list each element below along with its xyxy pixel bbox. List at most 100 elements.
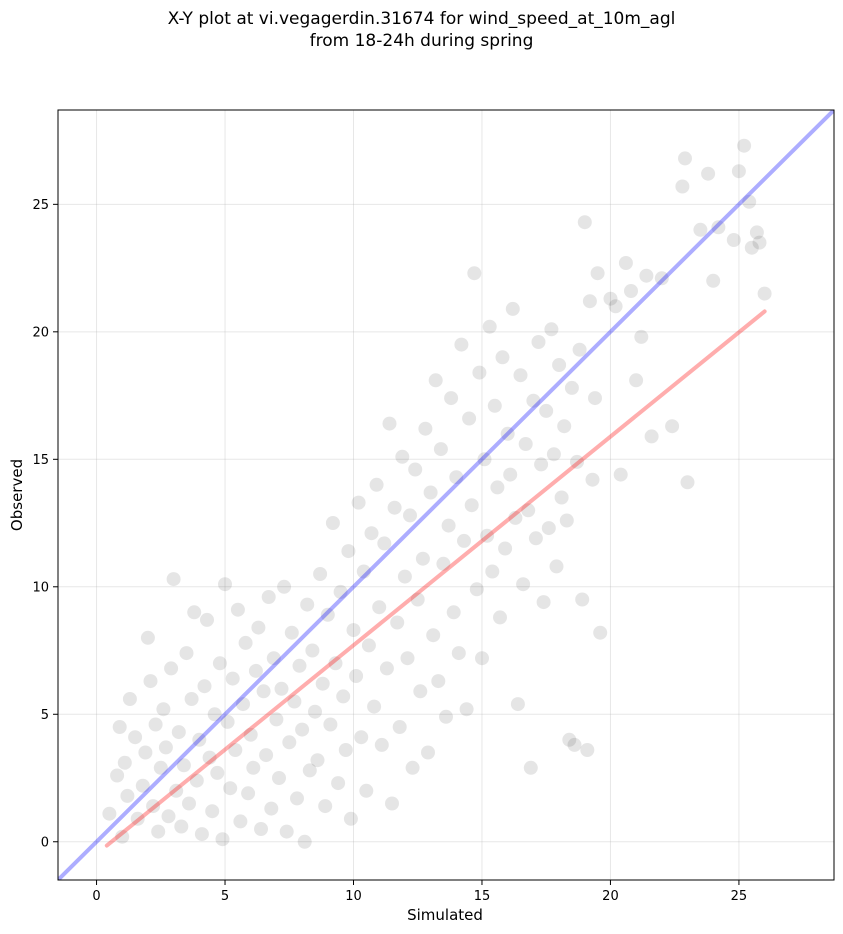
data-point bbox=[467, 266, 482, 281]
data-point bbox=[403, 508, 417, 523]
data-point bbox=[469, 582, 484, 597]
reference-lines bbox=[58, 110, 834, 880]
data-point bbox=[328, 656, 343, 671]
data-point bbox=[444, 391, 459, 406]
data-point bbox=[308, 704, 322, 719]
data-point bbox=[557, 419, 572, 434]
data-point bbox=[726, 233, 741, 247]
data-point bbox=[546, 447, 561, 462]
data-point bbox=[395, 449, 410, 464]
data-point bbox=[503, 467, 518, 482]
data-point bbox=[446, 605, 461, 620]
data-point bbox=[323, 717, 338, 732]
data-point bbox=[562, 732, 577, 747]
data-point bbox=[498, 541, 513, 556]
data-point bbox=[554, 490, 569, 505]
data-point bbox=[164, 661, 179, 676]
identity-line bbox=[58, 110, 834, 880]
data-point bbox=[431, 674, 446, 689]
data-point bbox=[220, 714, 235, 729]
data-point bbox=[256, 684, 271, 699]
data-point bbox=[153, 760, 168, 775]
data-point bbox=[254, 822, 268, 836]
data-point bbox=[359, 783, 374, 798]
y-tick-label: 10 bbox=[32, 580, 49, 595]
data-point bbox=[112, 720, 127, 734]
data-point bbox=[693, 222, 708, 237]
data-point bbox=[287, 694, 302, 709]
data-point bbox=[223, 781, 238, 796]
data-point bbox=[274, 681, 289, 696]
data-point bbox=[225, 671, 240, 686]
data-point bbox=[305, 643, 320, 658]
data-point bbox=[310, 753, 325, 768]
data-point bbox=[451, 646, 466, 661]
data-point bbox=[426, 628, 441, 643]
data-point bbox=[158, 740, 173, 755]
data-point bbox=[701, 166, 716, 181]
data-point bbox=[544, 322, 559, 337]
data-point bbox=[752, 235, 767, 250]
data-point bbox=[423, 485, 438, 500]
data-point bbox=[390, 615, 405, 630]
data-point bbox=[405, 760, 420, 775]
data-point bbox=[644, 429, 659, 444]
data-point bbox=[737, 138, 752, 153]
data-point bbox=[189, 773, 204, 788]
data-point bbox=[588, 391, 602, 406]
grid-lines bbox=[58, 110, 834, 880]
data-point bbox=[171, 725, 186, 740]
data-point bbox=[279, 824, 294, 839]
data-point bbox=[379, 661, 394, 676]
data-point bbox=[200, 612, 214, 627]
data-point bbox=[634, 329, 649, 344]
data-point bbox=[567, 737, 582, 752]
y-axis-ticks: 0 5 10 15 20 25 bbox=[32, 198, 58, 850]
data-point bbox=[184, 692, 199, 706]
y-axis-label: Observed bbox=[8, 459, 26, 531]
data-point bbox=[575, 592, 590, 607]
data-point bbox=[570, 454, 584, 469]
fit-line bbox=[104, 309, 767, 848]
data-point bbox=[377, 536, 392, 551]
data-point bbox=[292, 658, 307, 673]
data-point bbox=[459, 702, 474, 717]
data-point bbox=[192, 732, 207, 747]
data-point bbox=[678, 151, 692, 166]
data-point bbox=[528, 531, 543, 546]
data-point bbox=[433, 442, 448, 457]
data-point bbox=[349, 669, 364, 683]
data-point bbox=[248, 663, 263, 678]
data-point bbox=[325, 516, 340, 530]
data-point bbox=[385, 796, 399, 811]
data-point bbox=[215, 832, 230, 847]
data-point bbox=[241, 786, 256, 801]
data-point bbox=[744, 240, 759, 255]
data-point bbox=[428, 373, 443, 388]
y-tick-label: 15 bbox=[32, 453, 49, 468]
y-tick-label: 0 bbox=[41, 835, 49, 850]
data-point bbox=[338, 743, 353, 757]
data-point bbox=[534, 457, 549, 472]
data-point bbox=[341, 544, 356, 559]
data-point bbox=[397, 569, 412, 584]
data-points bbox=[102, 138, 772, 849]
data-point bbox=[290, 791, 304, 806]
data-point bbox=[156, 702, 171, 717]
data-point bbox=[480, 528, 495, 543]
data-point bbox=[117, 755, 132, 770]
data-point bbox=[639, 268, 654, 283]
plot-frame bbox=[57, 109, 835, 881]
data-point bbox=[439, 709, 453, 724]
data-point bbox=[559, 513, 574, 528]
data-point bbox=[333, 584, 348, 599]
data-point bbox=[346, 623, 361, 638]
data-point bbox=[508, 510, 523, 525]
data-point bbox=[400, 651, 415, 666]
data-point bbox=[122, 692, 137, 706]
data-point bbox=[207, 707, 222, 722]
x-tick-label: 25 bbox=[731, 889, 748, 904]
data-point bbox=[665, 419, 680, 434]
data-point bbox=[364, 526, 379, 541]
